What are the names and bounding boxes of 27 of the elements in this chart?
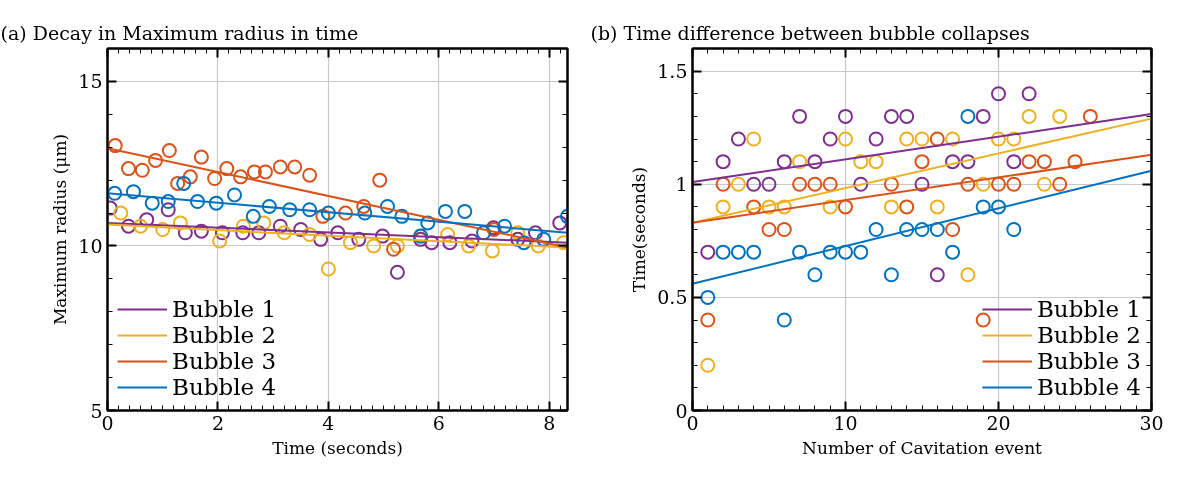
x-tick-label: 30 xyxy=(1139,411,1164,434)
y-tick-label: 1 xyxy=(675,173,688,196)
legend-label: Bubble 2 xyxy=(1036,322,1141,348)
x-tick-label: 8 xyxy=(543,411,556,434)
x-axis-title: Time (seconds) xyxy=(272,437,403,458)
x-tick-label: 10 xyxy=(833,411,858,434)
x-tick-label: 4 xyxy=(322,411,335,434)
y-axis-title: Time(seconds) xyxy=(629,166,650,293)
y-tick-label: 1.5 xyxy=(657,60,688,83)
y-tick-label: 10 xyxy=(78,234,103,257)
y-axis-title: Maximum radius (μm) xyxy=(50,133,71,326)
x-tick-label: 2 xyxy=(211,411,224,434)
y-tick-label: 0.5 xyxy=(657,286,688,309)
x-axis-title: Number of Cavitation event xyxy=(802,437,1043,458)
x-tick-label: 20 xyxy=(986,411,1011,434)
legend-label: Bubble 1 xyxy=(172,296,277,322)
legend-label: Bubble 2 xyxy=(172,322,277,348)
legend-label: Bubble 4 xyxy=(1036,374,1141,400)
legend-label: Bubble 4 xyxy=(172,374,277,400)
x-tick-label: 6 xyxy=(432,411,445,434)
y-tick-label: 5 xyxy=(90,399,103,422)
legend-label: Bubble 3 xyxy=(1036,348,1141,374)
legend-label: Bubble 1 xyxy=(1036,296,1141,322)
chart-title: (b) Time difference between bubble collapses xyxy=(590,21,1030,44)
chart-title: (a) Decay in Maximum radius in time xyxy=(0,21,359,44)
legend-label: Bubble 3 xyxy=(172,348,277,374)
y-tick-label: 15 xyxy=(78,70,103,93)
